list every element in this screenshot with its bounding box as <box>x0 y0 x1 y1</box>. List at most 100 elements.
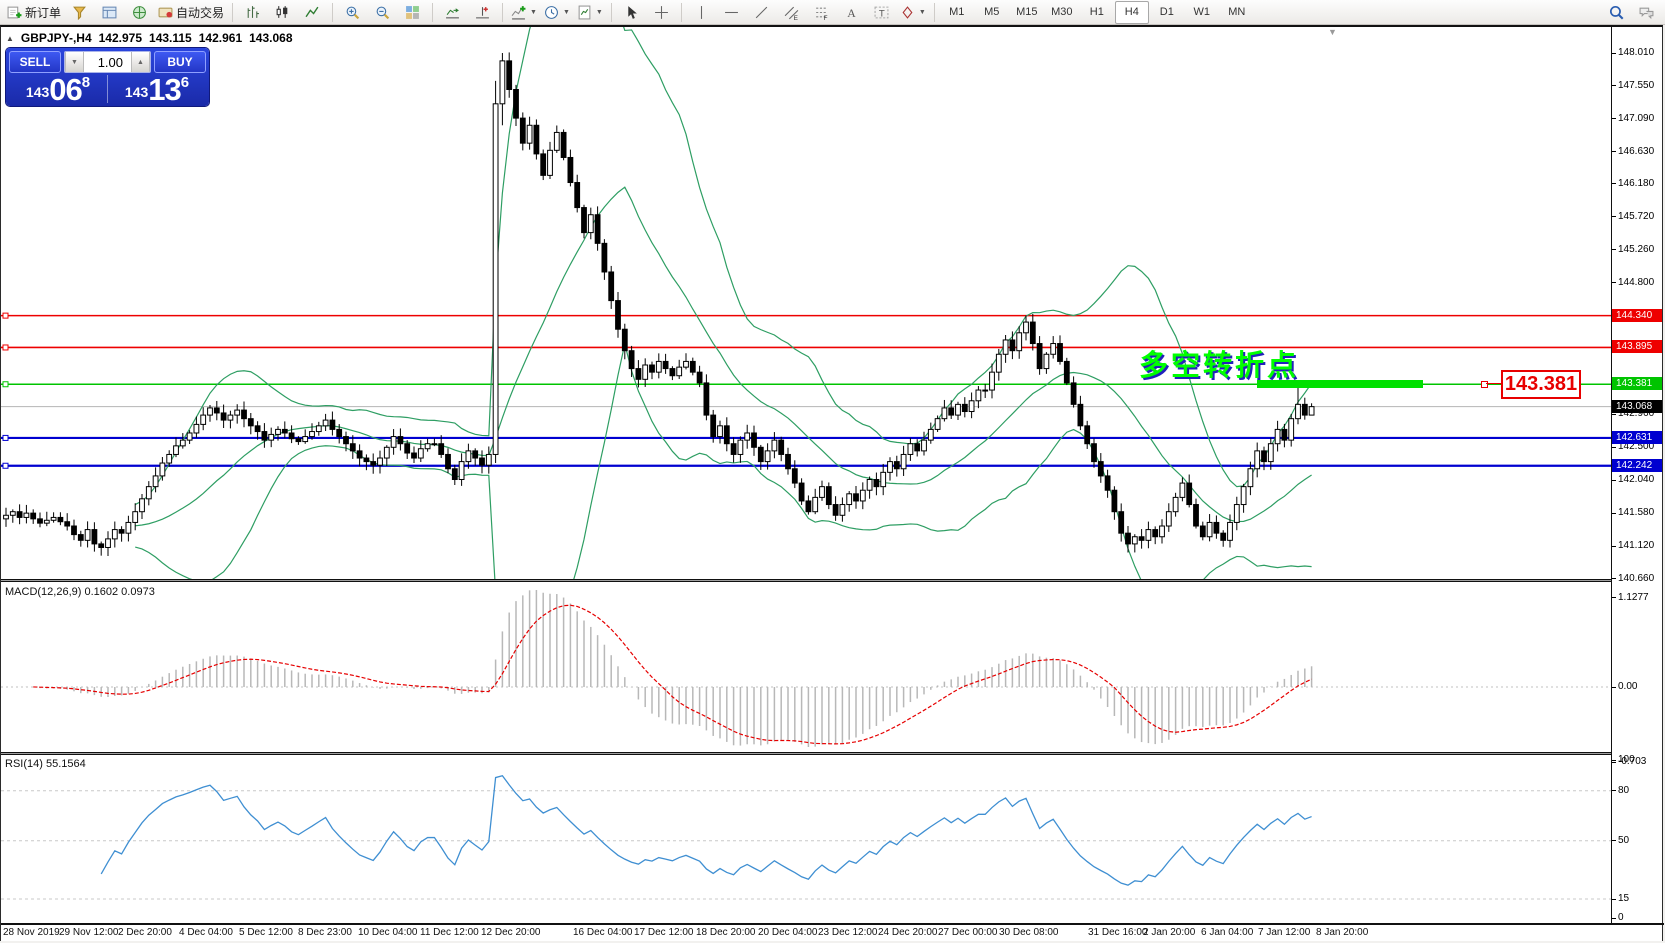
buy-button[interactable]: BUY <box>154 51 206 73</box>
price-tick-146.630: 146.630 <box>1618 146 1655 157</box>
price-axis[interactable]: 148.010 147.550 147.090 146.630 146.180 145.7… <box>1611 27 1662 941</box>
indicators-button[interactable]: ▼ <box>508 1 540 24</box>
line-chart-button[interactable] <box>298 1 327 24</box>
tf-w1-label: W1 <box>1193 6 1211 18</box>
new-order-button[interactable]: 新订单 <box>4 1 64 24</box>
new-order-label: 新订单 <box>25 5 62 20</box>
navigator-button[interactable] <box>125 1 154 24</box>
time-label: 28 Nov 2019 <box>3 927 60 938</box>
level-price-label-144.340: 144.340 <box>1612 309 1662 322</box>
market-watch-button[interactable] <box>65 1 94 24</box>
text-label-button[interactable]: T <box>867 1 896 24</box>
volume-increase-button[interactable]: ▲ <box>131 52 150 72</box>
auto-trading-button[interactable]: 自动交易 <box>155 1 227 24</box>
chart-shift-marker[interactable]: ▼ <box>1328 27 1337 37</box>
tf-m30-button[interactable]: M30 <box>1045 1 1079 24</box>
zoom-out-button[interactable] <box>368 1 397 24</box>
sell-price-whole: 143 <box>25 84 50 100</box>
cursor-button[interactable] <box>617 1 646 24</box>
vertical-line-button[interactable] <box>687 1 716 24</box>
tf-m1-button[interactable]: M1 <box>940 1 974 24</box>
tf-m5-button[interactable]: M5 <box>975 1 1009 24</box>
candlestick-chart-button[interactable] <box>268 1 297 24</box>
buy-price[interactable]: 143 13 6 <box>107 74 206 105</box>
indicators-icon <box>511 5 526 19</box>
arrows-dropdown-icon[interactable]: ▼ <box>918 8 926 16</box>
tf-h4-button[interactable]: H4 <box>1114 0 1149 24</box>
price-tick-145.260: 145.260 <box>1618 244 1655 255</box>
price-callout-143381[interactable]: 143.381 <box>1501 370 1581 399</box>
volume-stepper: ▼ 1.00 ▲ <box>64 51 151 73</box>
periods-dropdown-icon[interactable]: ▼ <box>562 8 570 16</box>
time-label: 10 Dec 04:00 <box>358 927 418 938</box>
main-toolbar: 新订单 自动交易 ▼ ▼ ▼ E F A T ▼ M1 M5 M15 M30 H1 H4 D1 W1 MN <box>0 0 1665 25</box>
time-label: 20 Dec 04:00 <box>758 927 818 938</box>
chart-canvas[interactable] <box>1 27 1613 924</box>
line-chart-icon <box>305 6 319 17</box>
chart-window[interactable]: ▲ GBPJPY-,H4 142.975 143.115 142.961 143… <box>0 25 1664 941</box>
horizontal-line-button[interactable] <box>717 1 746 24</box>
arrows-button[interactable]: ▼ <box>897 1 929 24</box>
macd-axis--0.703-dash <box>1612 762 1616 763</box>
auto-trading-label: 自动交易 <box>176 5 225 20</box>
data-window-button[interactable] <box>95 1 124 24</box>
price-tick-148.010: 148.010 <box>1618 47 1655 58</box>
bar-chart-button[interactable] <box>238 1 267 24</box>
sell-price-point: 8 <box>81 74 91 91</box>
trendline-button[interactable] <box>747 1 776 24</box>
crosshair-button[interactable] <box>647 1 676 24</box>
price-tick-141.120-dash <box>1612 546 1616 547</box>
templates-button[interactable]: ▼ <box>574 1 606 24</box>
bollinger-bands-layer <box>134 27 1313 579</box>
volume-value[interactable]: 1.00 <box>84 52 131 72</box>
rsi-axis-0: 0 <box>1618 912 1624 923</box>
time-label: 18 Dec 20:00 <box>696 927 756 938</box>
tf-d1-button[interactable]: D1 <box>1150 1 1184 24</box>
community-chat-button[interactable] <box>1632 1 1661 24</box>
search-button[interactable] <box>1602 1 1631 24</box>
arrows-icon <box>902 5 913 19</box>
close-value: 143.068 <box>249 31 293 45</box>
price-tick-145.720-dash <box>1612 216 1616 217</box>
volume-decrease-button[interactable]: ▼ <box>65 52 84 72</box>
price-tick-140.660: 140.660 <box>1618 573 1655 584</box>
auto-scroll-button[interactable] <box>438 1 467 24</box>
high-value: 143.115 <box>149 31 192 45</box>
tf-m15-button[interactable]: M15 <box>1010 1 1044 24</box>
toolbar-separator <box>502 2 504 22</box>
panel-separators <box>1 579 1613 755</box>
tf-mn-button[interactable]: MN <box>1220 1 1254 24</box>
tf-h1-button[interactable]: H1 <box>1080 1 1114 24</box>
trendline-icon <box>755 6 768 18</box>
rsi-axis-0-dash <box>1612 918 1616 919</box>
thick-green-trendline[interactable] <box>1257 380 1423 388</box>
time-axis[interactable]: 28 Nov 2019 29 Nov 12:00 2 Dec 20:00 4 Dec … <box>1 925 1613 941</box>
time-label: 5 Dec 12:00 <box>239 927 293 938</box>
zoom-in-button[interactable] <box>338 1 367 24</box>
sell-button[interactable]: SELL <box>9 51 61 73</box>
level-lines-layer <box>1 312 1613 469</box>
sell-price[interactable]: 143 06 8 <box>9 74 107 105</box>
time-label: 16 Dec 04:00 <box>573 927 633 938</box>
svg-text:T: T <box>879 8 885 19</box>
auto-trading-icon <box>158 7 173 17</box>
rsi-axis-15: 15 <box>1618 893 1630 904</box>
tf-m5-label: M5 <box>984 6 1000 18</box>
price-tick-140.660-dash <box>1612 578 1616 579</box>
price-tick-146.630-dash <box>1612 151 1616 152</box>
turning-point-annotation[interactable]: 多空转折点 <box>1139 350 1300 382</box>
svg-text:A: A <box>847 6 856 19</box>
tile-windows-button[interactable] <box>398 1 427 24</box>
rsi-axis-80-dash <box>1612 790 1616 791</box>
equidistant-channel-button[interactable]: E <box>777 1 806 24</box>
templates-dropdown-icon[interactable]: ▼ <box>595 8 603 16</box>
tf-w1-button[interactable]: W1 <box>1185 1 1219 24</box>
templates-icon <box>578 5 591 19</box>
navigator-icon <box>133 5 146 19</box>
indicators-dropdown-icon[interactable]: ▼ <box>530 8 537 16</box>
fibonacci-button[interactable]: F <box>807 1 836 24</box>
price-tick-147.090: 147.090 <box>1618 113 1655 124</box>
text-button[interactable]: A <box>837 1 866 24</box>
chart-shift-button[interactable] <box>468 1 497 24</box>
periods-button[interactable]: ▼ <box>541 1 573 24</box>
